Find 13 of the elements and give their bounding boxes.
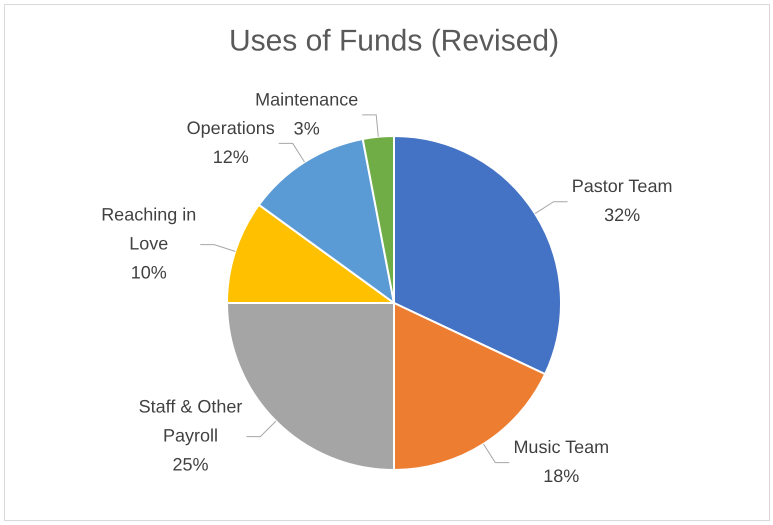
chart-title: Uses of Funds (Revised) [228,24,560,58]
data-label: 18% [543,466,580,486]
data-label: 25% [172,454,209,475]
slice-label: Maintenance [255,89,358,110]
slice-label: Music Team [513,437,610,458]
slice-label: Pastor Team [572,176,672,196]
slice-label: Reaching in Love [101,204,196,254]
slice-label: Staff & Other Payroll [138,396,242,446]
data-label: 32% [604,205,640,226]
data-label: 10% [130,262,167,283]
data-label: 3% [294,118,320,138]
data-label: 12% [212,146,249,167]
slice-label: Operations [186,118,275,138]
